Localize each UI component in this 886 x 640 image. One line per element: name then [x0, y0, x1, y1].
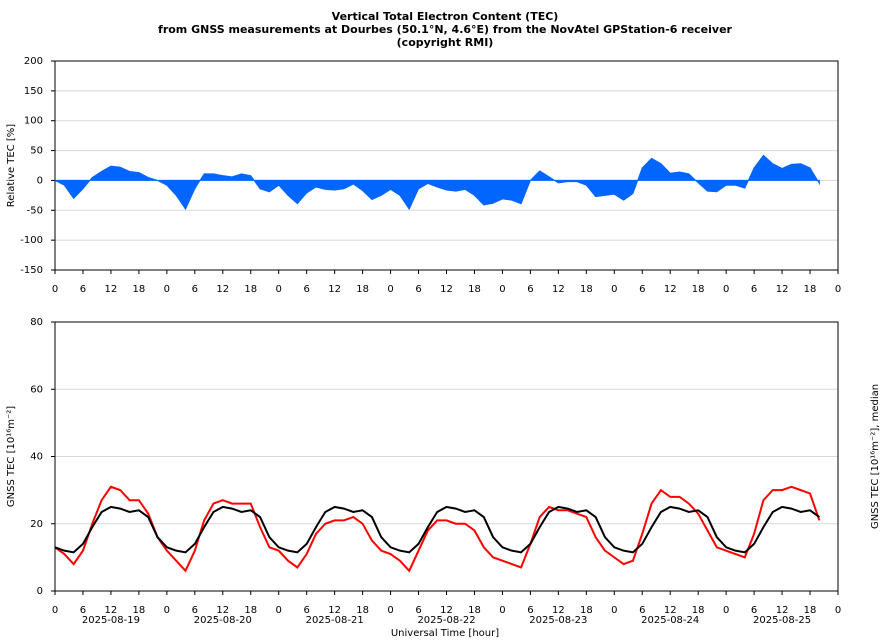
x-tick-label: 12: [440, 605, 453, 616]
x-tick-label: 0: [499, 284, 505, 295]
y2-axis-label: GNSS TEC [10¹⁶m⁻²], median: [870, 384, 881, 529]
x-tick-label: 18: [580, 284, 593, 295]
x-tick-label: 6: [639, 284, 645, 295]
y-tick-label: 20: [30, 519, 43, 530]
x-tick-label: 12: [216, 284, 229, 295]
x-tick-label: 0: [723, 605, 729, 616]
y-tick-label: 0: [37, 175, 43, 186]
x-tick-label: 18: [692, 284, 705, 295]
x-tick-label: 0: [164, 284, 170, 295]
day-label: 2025-08-24: [641, 615, 699, 626]
x-tick-label: 18: [244, 605, 257, 616]
x-tick-label: 12: [664, 605, 677, 616]
x-tick-label: 0: [387, 605, 393, 616]
y-axis-label: GNSS TEC [10¹⁶m⁻²]: [6, 406, 17, 507]
y-tick-label: 0: [37, 586, 43, 597]
line: [54, 505, 820, 554]
x-tick-label: 12: [440, 284, 453, 295]
x-tick-label: 6: [415, 605, 421, 616]
x-tick-label: 12: [776, 605, 789, 616]
x-tick-label: 6: [303, 605, 309, 616]
x-tick-label: 18: [244, 284, 257, 295]
x-tick-label: 6: [751, 284, 757, 295]
x-tick-label: 18: [356, 605, 369, 616]
x-tick-label: 6: [415, 284, 421, 295]
x-tick-label: 18: [692, 605, 705, 616]
x-tick-label: 18: [133, 284, 146, 295]
x-tick-label: 6: [527, 284, 533, 295]
y-tick-label: 40: [30, 452, 43, 463]
x-tick-label: 18: [356, 284, 369, 295]
y-tick-label: -100: [20, 235, 43, 246]
y-tick-label: 80: [30, 317, 43, 328]
x-tick-label: 6: [192, 284, 198, 295]
x-tick-label: 6: [751, 605, 757, 616]
y-axis-label: Relative TEC [%]: [6, 124, 17, 207]
x-tick-label: 0: [611, 605, 617, 616]
day-label: 2025-08-19: [82, 615, 140, 626]
line: [54, 485, 821, 573]
day-label: 2025-08-22: [417, 615, 475, 626]
x-tick-label: 0: [499, 605, 505, 616]
x-tick-label: 6: [80, 605, 86, 616]
x-tick-label: 18: [580, 605, 593, 616]
chart-title: from GNSS measurements at Dourbes (50.1°…: [158, 23, 733, 36]
area: [54, 154, 820, 211]
chart-title: Vertical Total Electron Content (TEC): [332, 10, 559, 23]
plot-frame: [54, 60, 839, 271]
x-tick-label: 12: [105, 284, 118, 295]
chart-title: (copyright RMI): [397, 36, 494, 49]
plot-frame: [54, 321, 839, 592]
x-tick-label: 12: [552, 605, 565, 616]
y-tick-label: 50: [30, 146, 43, 157]
x-tick-label: 18: [468, 605, 481, 616]
x-tick-label: 0: [52, 284, 58, 295]
x-tick-label: 0: [387, 284, 393, 295]
y-tick-label: -50: [27, 205, 43, 216]
y-tick-label: 200: [24, 56, 43, 67]
x-tick-label: 12: [664, 284, 677, 295]
y-tick-label: -150: [20, 265, 43, 276]
day-label: 2025-08-25: [753, 615, 811, 626]
x-tick-label: 6: [80, 284, 86, 295]
x-tick-label: 12: [776, 284, 789, 295]
x-tick-label: 6: [639, 605, 645, 616]
x-tick-label: 6: [303, 284, 309, 295]
x-tick-label: 12: [328, 605, 341, 616]
x-axis-label: Universal Time [hour]: [391, 628, 499, 639]
x-tick-label: 12: [552, 284, 565, 295]
x-tick-label: 0: [276, 284, 282, 295]
x-tick-label: 12: [328, 284, 341, 295]
day-label: 2025-08-20: [194, 615, 252, 626]
x-tick-label: 0: [835, 605, 841, 616]
y-tick-label: 150: [24, 86, 43, 97]
x-tick-label: 6: [527, 605, 533, 616]
y-tick-label: 100: [24, 116, 43, 127]
y-tick-label: 60: [30, 384, 43, 395]
x-tick-label: 12: [105, 605, 118, 616]
x-tick-label: 18: [133, 605, 146, 616]
x-tick-label: 0: [835, 284, 841, 295]
x-tick-label: 18: [468, 284, 481, 295]
x-tick-label: 18: [804, 605, 817, 616]
x-tick-label: 0: [611, 284, 617, 295]
x-tick-label: 12: [216, 605, 229, 616]
x-tick-label: 0: [723, 284, 729, 295]
x-tick-label: 0: [276, 605, 282, 616]
day-label: 2025-08-23: [529, 615, 587, 626]
x-tick-label: 0: [164, 605, 170, 616]
x-tick-label: 18: [804, 284, 817, 295]
x-tick-label: 0: [52, 605, 58, 616]
x-tick-label: 6: [192, 605, 198, 616]
day-label: 2025-08-21: [306, 615, 364, 626]
